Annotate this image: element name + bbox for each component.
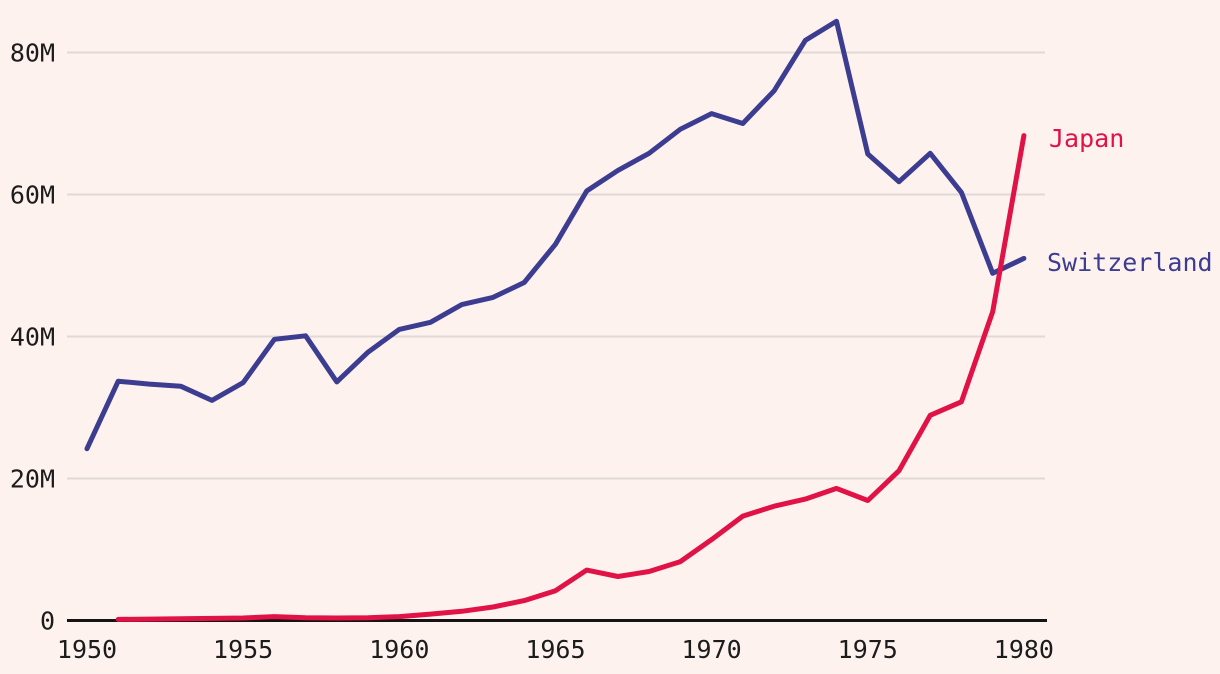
x-axis-tick-label: 1960 bbox=[369, 635, 429, 664]
x-axis-tick-label: 1975 bbox=[838, 635, 898, 664]
y-axis-tick-label: 0 bbox=[40, 607, 55, 636]
x-axis-tick-label: 1970 bbox=[681, 635, 741, 664]
y-axis-tick-label: 40M bbox=[10, 323, 55, 352]
y-axis-tick-label: 60M bbox=[10, 181, 55, 210]
x-axis-tick-label: 1955 bbox=[213, 635, 273, 664]
switzerland-line-series bbox=[84, 18, 1027, 452]
series-label-japan: Japan bbox=[1049, 124, 1125, 153]
japan-line-series bbox=[115, 133, 1027, 622]
y-axis-tick-label: 20M bbox=[10, 465, 55, 494]
x-axis-tick-label: 1980 bbox=[994, 635, 1054, 664]
series-label-switzerland: Switzerland bbox=[1047, 248, 1213, 277]
x-axis-tick-label: 1965 bbox=[525, 635, 585, 664]
x-axis-tick-label: 1950 bbox=[57, 635, 117, 664]
y-axis-tick-label: 80M bbox=[10, 39, 55, 68]
